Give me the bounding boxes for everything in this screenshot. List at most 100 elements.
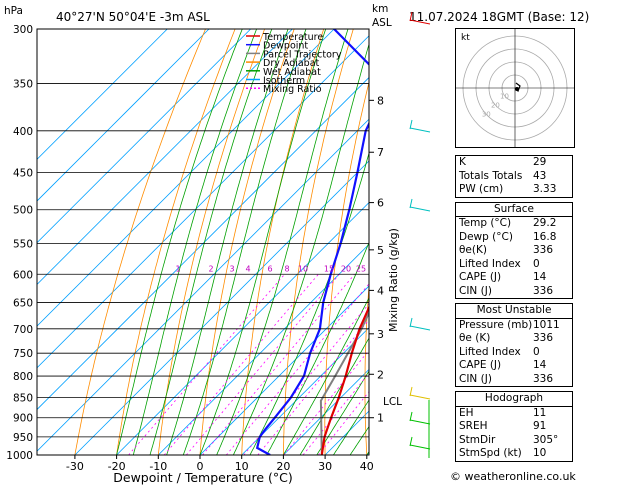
surface-label: CIN (J) bbox=[459, 284, 492, 297]
wet-adiabat-line bbox=[299, 337, 369, 455]
surface-value: 29.2 bbox=[533, 217, 557, 229]
mixing-ratio-label: 3 bbox=[229, 264, 234, 273]
surface-value: 336 bbox=[533, 284, 554, 297]
wind-barb-flag bbox=[409, 11, 413, 22]
km-tick-label: 2 bbox=[377, 368, 384, 381]
unstable-value: 336 bbox=[533, 332, 554, 344]
wind-barb-flag bbox=[409, 411, 413, 422]
hodo-value: 10 bbox=[533, 447, 547, 459]
km-tick-label: 5 bbox=[377, 244, 384, 257]
surface-row: CIN (J) 336 bbox=[456, 285, 572, 299]
dry-adiabat-line bbox=[157, 29, 265, 455]
index-row: PW (cm) 3.33 bbox=[456, 183, 572, 197]
unstable-label: Lifted Index bbox=[459, 345, 521, 358]
wind-barb bbox=[409, 419, 431, 425]
pressure-tick-label: 550 bbox=[13, 238, 33, 250]
x-tick-label: 30 bbox=[318, 460, 332, 473]
surface-row: Temp (°C) 29.2 bbox=[456, 217, 572, 231]
mixing-ratio-label: 6 bbox=[267, 264, 272, 273]
wind-barb bbox=[409, 444, 431, 450]
km-label: km bbox=[372, 3, 388, 15]
unstable-row: CIN (J) 336 bbox=[456, 373, 572, 387]
pressure-tick-label: 650 bbox=[13, 298, 33, 310]
legend-label: Dewpoint bbox=[263, 41, 308, 52]
pressure-tick-label: 1000 bbox=[6, 450, 33, 462]
isotherm-line bbox=[158, 243, 369, 455]
isotherm-line bbox=[74, 160, 369, 455]
unstable-label: θe (K) bbox=[459, 332, 491, 344]
x-tick-label: -10 bbox=[149, 460, 167, 473]
isotherm-line bbox=[241, 327, 369, 455]
hodo-label: EH bbox=[459, 406, 474, 419]
index-label: PW (cm) bbox=[459, 183, 504, 195]
km-tick-label: 7 bbox=[377, 146, 384, 159]
pressure-tick-label: 400 bbox=[13, 126, 33, 138]
unstable-value: 0 bbox=[533, 345, 540, 358]
hodograph-ring-label: 30 bbox=[482, 111, 491, 119]
asl-label: ASL bbox=[372, 17, 392, 29]
wind-barb-flag bbox=[409, 386, 413, 397]
mixing-ratio-label: 8 bbox=[284, 264, 289, 273]
legend-label: Mixing Ratio bbox=[263, 84, 322, 95]
surface-value: 0 bbox=[533, 257, 540, 270]
legend-label: Isotherm bbox=[263, 76, 305, 87]
km-tick-label: 1 bbox=[377, 412, 384, 425]
lcl-label: LCL bbox=[383, 396, 402, 408]
x-tick-label: -20 bbox=[108, 460, 126, 473]
unstable-value: 336 bbox=[533, 372, 554, 385]
index-label: K bbox=[459, 156, 466, 168]
isotherm-line bbox=[37, 76, 369, 411]
indices-top-box: K 29 Totals Totals 43 PW (cm) 3.33 bbox=[455, 155, 573, 198]
wind-barb-flag bbox=[409, 317, 413, 328]
mixing-ratio-label: 25 bbox=[356, 264, 366, 273]
hodo-row: SREH 91 bbox=[456, 420, 572, 434]
mixing-ratio-label: 4 bbox=[245, 264, 250, 273]
mixing-ratio-label: 15 bbox=[324, 264, 334, 273]
mixing-ratio-line bbox=[225, 283, 369, 455]
km-tick-label: 4 bbox=[377, 284, 384, 297]
isotherm-line bbox=[37, 29, 168, 160]
unstable-row: CAPE (J) 14 bbox=[456, 359, 572, 373]
hodo-label: StmDir bbox=[459, 433, 496, 446]
pressure-tick-label: 300 bbox=[13, 24, 33, 36]
surface-value: 336 bbox=[533, 244, 554, 256]
index-value: 3.33 bbox=[533, 183, 557, 195]
surface-row: CAPE (J) 14 bbox=[456, 271, 572, 285]
surface-label: Temp (°C) bbox=[459, 217, 512, 229]
index-row: K 29 bbox=[456, 156, 572, 170]
location-title: 40°27'N 50°04'E -3m ASL bbox=[56, 10, 210, 24]
surface-label: Dewp (°C) bbox=[459, 230, 513, 243]
x-axis-title: Dewpoint / Temperature (°C) bbox=[113, 470, 292, 485]
hodograph-title: Hodograph bbox=[456, 392, 572, 407]
dry-adiabat-line bbox=[582, 29, 617, 455]
isotherm-line bbox=[37, 29, 335, 327]
mixing-ratio-label: 2 bbox=[208, 264, 213, 273]
pressure-tick-label: 700 bbox=[13, 324, 33, 336]
index-row: Totals Totals 43 bbox=[456, 170, 572, 184]
indices-surface-box: Surface Temp (°C) 29.2 Dewp (°C) 16.8 θe(K) 3… bbox=[455, 201, 573, 299]
legend-label: Temperature bbox=[262, 32, 323, 43]
indices-hodograph-box: Hodograph EH 11 SREH 91 StmDir 305° StmSpd (kt… bbox=[455, 391, 573, 462]
storm-motion-marker bbox=[515, 87, 519, 91]
indices-panel: K 29 Totals Totals 43 PW (cm) 3.33 Surface Te… bbox=[455, 155, 573, 466]
mixing-ratio-label: 20 bbox=[341, 264, 351, 273]
surface-value: 16.8 bbox=[533, 230, 557, 243]
unstable-label: Pressure (mb) bbox=[459, 318, 533, 331]
hodo-value: 11 bbox=[533, 406, 547, 419]
temperature-curve bbox=[320, 304, 369, 455]
pressure-unit-label: hPa bbox=[4, 5, 23, 17]
km-tick-label: 3 bbox=[377, 328, 384, 341]
index-label: Totals Totals bbox=[459, 169, 523, 182]
surface-row: Dewp (°C) 16.8 bbox=[456, 231, 572, 245]
wind-barb bbox=[409, 127, 431, 133]
x-tick-label: 20 bbox=[276, 460, 290, 473]
surface-title: Surface bbox=[456, 203, 572, 217]
x-tick-label: -30 bbox=[66, 460, 84, 473]
surface-row: Lifted Index 0 bbox=[456, 258, 572, 272]
pressure-tick-label: 500 bbox=[13, 205, 33, 217]
pressure-tick-label: 450 bbox=[13, 167, 33, 179]
surface-label: Lifted Index bbox=[459, 257, 521, 270]
wind-barb bbox=[409, 325, 431, 331]
